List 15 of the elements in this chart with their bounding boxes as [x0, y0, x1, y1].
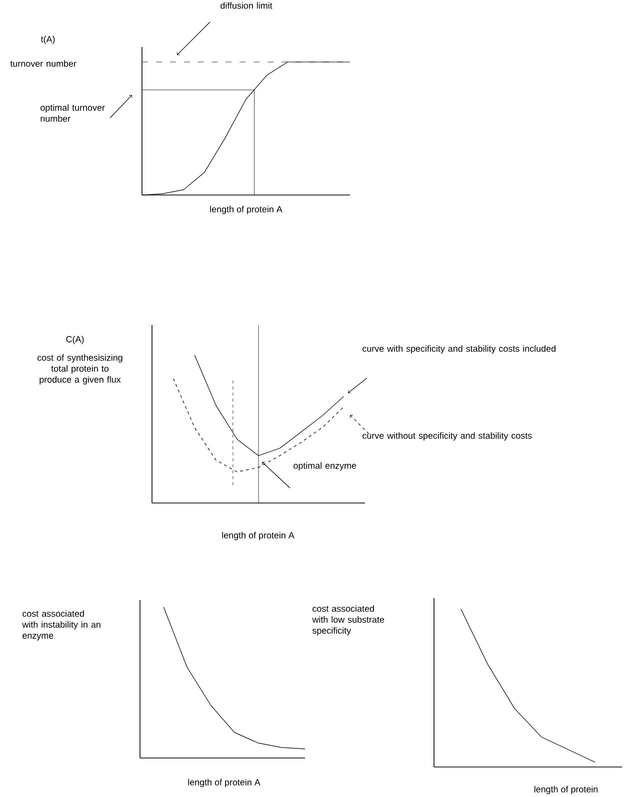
text: diffusion limit: [220, 2, 272, 9]
y-axis-title: cost associated with instability in an enzyme: [22, 610, 100, 640]
text: curve with specificity and stability costs included: [362, 345, 556, 354]
y-axis-title: cost associated with low substrate specificity: [312, 605, 384, 636]
x-axis-title: length of protein A: [210, 206, 282, 214]
x-axis-title: length of protein A: [188, 778, 260, 788]
legend-label: curve without specificity and stability costs: [362, 432, 532, 441]
x-axis-title: length of protein: [534, 786, 598, 794]
text: cost of synthesisizing total protein to produce a given flux: [38, 354, 122, 384]
text: optimal turnover number: [40, 104, 105, 122]
text: turnover number: [10, 60, 76, 67]
y-axis-title: C(A): [66, 336, 84, 344]
y-axis-title: t(A): [40, 36, 55, 44]
x-axis-title: length of protein A: [222, 532, 294, 540]
annotation: optimal enzyme: [294, 462, 356, 471]
